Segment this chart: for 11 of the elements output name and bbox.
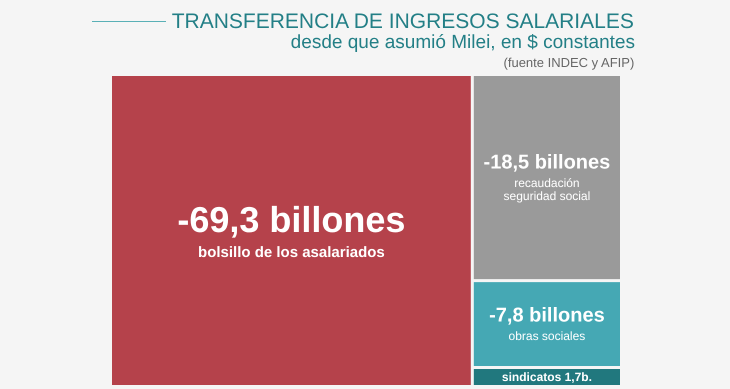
- text: (fuente INDEC y AFIP): [504, 55, 634, 70]
- category-label: bolsillo de los asalariados: [198, 244, 385, 261]
- category-label: recaudación seguridad social: [504, 176, 590, 204]
- text: desde que asumió Milei, en $ constantes: [290, 32, 636, 53]
- data-label: -7,8 billones: [489, 304, 605, 327]
- data-label: 1,7b.: [564, 370, 592, 384]
- data-label: -18,5 billones: [484, 152, 610, 174]
- text: TRANSFERENCIA DE INGRESOS SALARIALES: [172, 10, 634, 33]
- data-label: -69,3 billones: [177, 199, 406, 240]
- category-label: sindicatos: [502, 370, 562, 384]
- category-label: obras sociales: [508, 329, 586, 344]
